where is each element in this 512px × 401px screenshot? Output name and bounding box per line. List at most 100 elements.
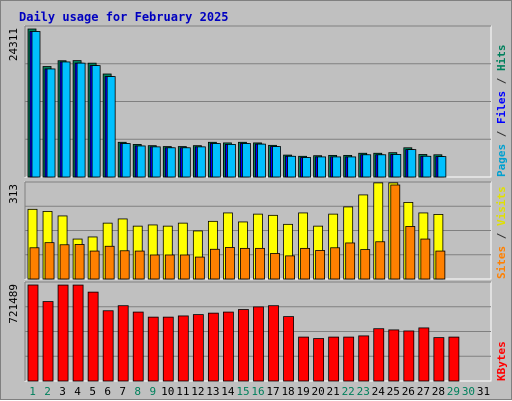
bar-pages [136,145,146,178]
day-label: 12 [191,385,204,398]
bar-sites [300,247,310,280]
day-label: 9 [149,385,156,398]
bar-sites [405,226,416,280]
legend-entry: Sites [495,246,508,279]
day-label: 4 [74,385,81,398]
bar-pages [227,144,236,178]
max-label: 24311 [7,28,20,61]
legend: Sites / Visits [495,186,508,279]
bar-pages [166,147,176,178]
day-label: 1 [29,385,36,398]
bar-pages [287,155,296,178]
day-label: 31 [477,385,490,398]
day-label: 7 [119,385,126,398]
panel-2: 313 Sites / Visits [7,181,508,280]
bar-sites [270,253,280,280]
day-label: 30 [462,385,475,398]
bar-sites [104,245,115,280]
bar-sites [209,248,220,280]
bar-sites [44,242,55,280]
bar-pages [272,146,281,178]
bar-sites [179,254,190,280]
bar-kbytes [42,301,54,382]
bar-kbytes [358,335,370,382]
bar-pages [302,157,311,178]
bar-sites [225,247,235,280]
bar-sites [89,250,100,280]
bar-pages [377,154,387,178]
bar-sites [315,250,326,280]
bar-sites [59,244,70,280]
bar-kbytes [72,284,84,382]
bar-kbytes [268,305,279,382]
day-label: 24 [372,385,386,398]
bar-kbytes [388,329,400,382]
bar-kbytes [328,336,340,382]
bar-pages [151,146,161,178]
bar-pages [181,147,191,178]
bar-pages [91,65,101,178]
bar-sites [360,249,371,280]
bar-kbytes [283,316,294,382]
day-label: 27 [417,385,430,398]
bar-sites [345,242,356,280]
bar-kbytes [27,284,39,382]
bar-sites [285,255,295,280]
bar-kbytes [207,312,219,382]
bar-pages [437,156,447,178]
bar-sites [149,254,160,280]
bar-sites [119,250,130,280]
panel-3: 721489 KBytes [7,281,508,382]
day-label: 6 [104,385,111,398]
day-label: 13 [206,385,219,398]
bar-sites [194,256,205,280]
bar-sites [74,244,85,280]
bar-pages [196,146,206,178]
bar-kbytes [102,310,114,382]
day-label: 18 [281,385,294,398]
bar-sites [240,247,250,280]
bar-sites [435,250,446,280]
day-label: 17 [266,385,279,398]
day-label: 22 [342,385,355,398]
bar-kbytes [162,316,174,382]
bar-kbytes [343,336,355,382]
bar-kbytes [238,309,249,382]
day-label: 29 [447,385,460,398]
day-label: 10 [161,385,174,398]
bar-kbytes [117,305,129,382]
bar-pages [76,62,86,178]
panel-1: 24311 Pages / Files / Hits [7,25,508,178]
bar-pages [211,143,221,178]
legend-entry: Visits [495,186,508,226]
bar-kbytes [223,311,234,382]
bar-sites [390,184,401,280]
legend-entry: Pages [495,144,508,177]
max-label: 313 [7,184,20,204]
bar-pages [422,155,432,178]
legend-entry: Hits [495,45,508,72]
bar-kbytes [192,314,204,382]
day-label: 11 [176,385,189,398]
day-label: 3 [59,385,66,398]
bar-pages [362,154,372,178]
day-label: 26 [402,385,415,398]
bar-pages [407,149,417,178]
bar-sites [255,247,265,280]
bar-kbytes [253,306,264,382]
bar-sites [29,247,40,280]
bar-kbytes [298,336,309,382]
bar-kbytes [57,284,69,382]
day-label: 8 [134,385,141,398]
day-label: 20 [312,385,325,398]
day-label: 23 [357,385,370,398]
bar-kbytes [433,337,445,382]
bar-sites [420,238,431,280]
bar-kbytes [448,336,460,382]
bar-pages [332,156,342,178]
legend-entry: / [495,226,508,246]
day-label: 14 [221,385,235,398]
bar-pages [46,68,56,178]
bar-pages [392,154,402,178]
